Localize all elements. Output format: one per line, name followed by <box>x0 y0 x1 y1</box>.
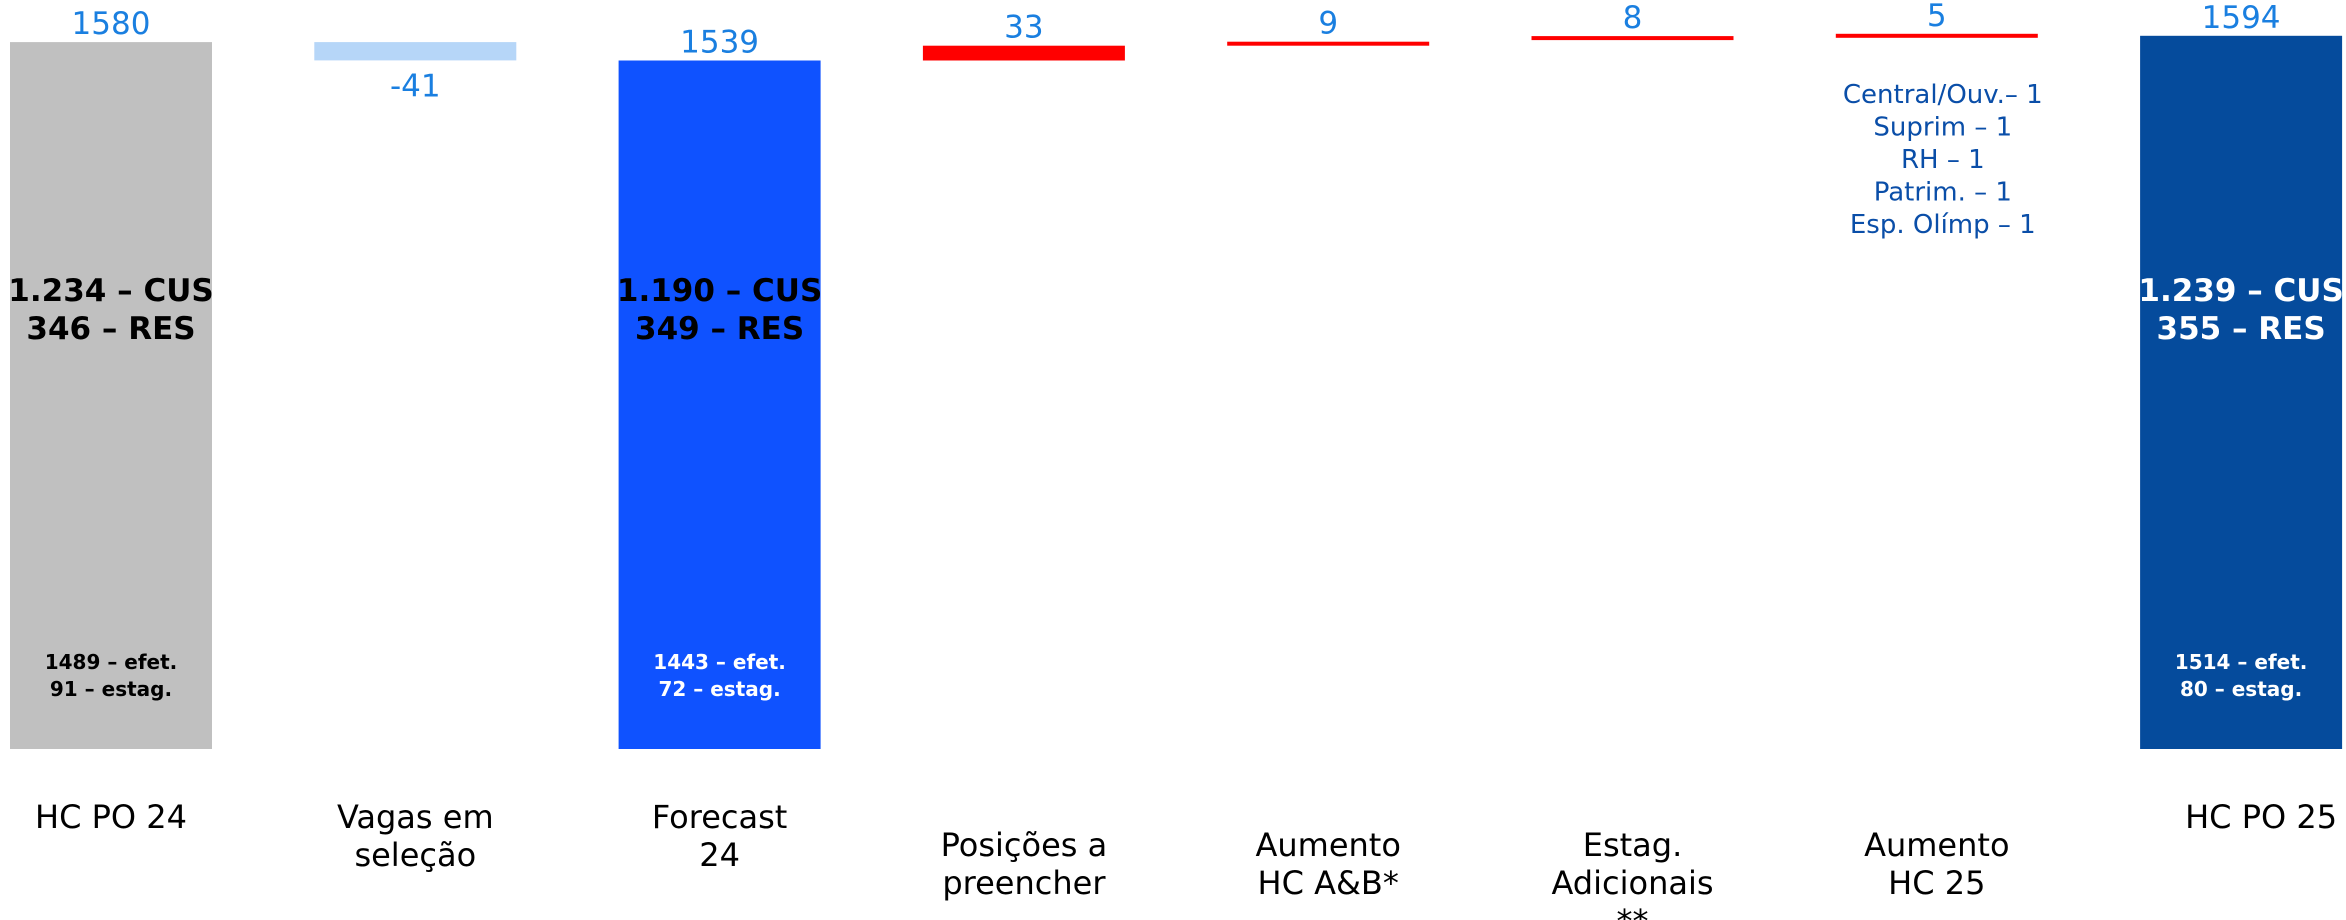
category-label: HC PO 25 <box>2185 798 2337 836</box>
category-label: Vagas em <box>337 798 494 836</box>
category-label: Estag. <box>1583 826 1683 864</box>
bar-value-label: 9 <box>1318 6 1338 42</box>
bar-annotation: Esp. Olímp – 1 <box>1850 210 2036 240</box>
bar-annotation: Patrim. – 1 <box>1874 178 2012 208</box>
bar-value-label: 33 <box>1004 10 1043 46</box>
category-label: Aumento <box>1255 826 1400 864</box>
bar-value-label: 1580 <box>72 6 151 42</box>
bar-annotation: RH – 1 <box>1901 145 1985 175</box>
bar-inner-small-label: 80 – estag. <box>2180 677 2302 701</box>
bar-inner-label: 1.234 – CUS <box>8 273 213 309</box>
bar-annotation: Central/Ouv.– 1 <box>1843 80 2043 110</box>
bar-2 <box>618 60 821 749</box>
bar-inner-small-label: 1489 – efet. <box>45 650 178 674</box>
bar-inner-label: 346 – RES <box>26 311 195 347</box>
bar-5 <box>1531 36 1734 41</box>
bar-value-label: 1539 <box>680 25 759 61</box>
bar-inner-small-label: 91 – estag. <box>50 677 172 701</box>
category-label: seleção <box>354 836 476 874</box>
bar-0 <box>10 42 212 750</box>
category-label: HC 25 <box>1888 864 1985 902</box>
category-label: Adicionais <box>1551 864 1713 902</box>
bar-value-label: -41 <box>390 69 441 105</box>
bar-inner-small-label: 1514 – efet. <box>2175 650 2308 674</box>
bar-inner-label: 355 – RES <box>2157 311 2326 347</box>
bar-value-label: 1594 <box>2202 0 2281 36</box>
bar-6 <box>1835 33 2038 38</box>
category-label: 24 <box>699 836 740 874</box>
bar-inner-label: 1.190 – CUS <box>617 273 822 309</box>
category-label: HC A&B* <box>1258 864 1399 902</box>
bar-inner-small-label: 1443 – efet. <box>653 650 786 674</box>
category-label: Posições a <box>941 826 1108 864</box>
bar-value-label: 5 <box>1927 0 1947 34</box>
bar-1 <box>314 42 517 61</box>
bar-inner-label: 1.239 – CUS <box>2138 273 2343 309</box>
bar-inner-label: 349 – RES <box>635 311 804 347</box>
bar-7 <box>2140 35 2343 750</box>
category-label: preencher <box>942 864 1106 902</box>
category-label: Aumento <box>1864 826 2009 864</box>
bar-4 <box>1227 41 1430 46</box>
category-label: HC PO 24 <box>35 798 187 836</box>
bar-3 <box>922 45 1125 61</box>
bar-annotation: Suprim – 1 <box>1873 113 2012 143</box>
bar-value-label: 8 <box>1623 0 1643 36</box>
bar-inner-small-label: 72 – estag. <box>658 677 780 701</box>
category-label: Forecast <box>652 798 787 836</box>
category-label: ** <box>1617 902 1649 920</box>
